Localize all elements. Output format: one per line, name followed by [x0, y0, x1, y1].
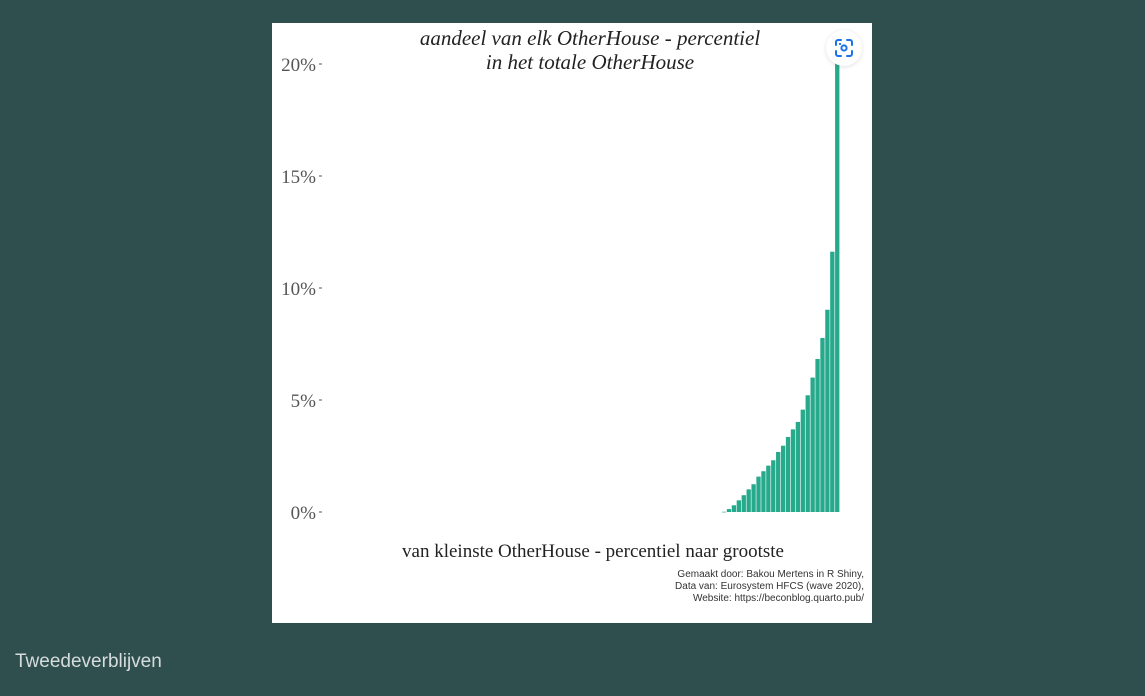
bar-percentile-90	[785, 436, 791, 512]
bar-percentile-94	[805, 395, 810, 512]
lens-button[interactable]	[826, 30, 862, 66]
chart-title-line1: aandeel van elk OtherHouse - percentiel	[420, 26, 761, 50]
bar-percentile-87	[771, 460, 776, 512]
bar-percentile-93	[800, 409, 805, 512]
bar-percentile-82	[746, 489, 751, 512]
bar-percentile-100	[835, 61, 840, 512]
bar-percentile-80	[736, 500, 741, 512]
x-axis-label: van kleinste OtherHouse - percentiel naa…	[402, 541, 784, 562]
bar-percentile-88	[776, 451, 781, 512]
credit-line-2: Data van: Eurosystem HFCS (wave 2020),	[675, 581, 864, 592]
y-tick-label: 5%	[291, 391, 317, 412]
credit-line-1: Gemaakt door: Bakou Mertens in R Shiny,	[677, 569, 864, 580]
bar-percentile-92	[795, 421, 801, 512]
bar-percentile-86	[766, 465, 771, 512]
y-tick-label: 10%	[281, 279, 316, 300]
bar-percentile-85	[761, 471, 766, 512]
y-tick-label: 20%	[281, 55, 316, 76]
credit-line-3: Website: https://beconblog.quarto.pub/	[693, 593, 864, 604]
bar-percentile-83	[751, 484, 756, 512]
lens-scan-icon	[835, 39, 853, 57]
chart-card: aandeel van elk OtherHouse - percentiel …	[272, 23, 872, 623]
bar-percentile-84	[756, 476, 761, 512]
bar-percentile-77	[721, 511, 727, 513]
bar-percentile-81	[741, 495, 746, 512]
bar-percentile-97	[820, 337, 825, 512]
bar-percentile-79	[731, 505, 737, 512]
bar-percentile-78	[726, 509, 732, 512]
bar-percentile-99	[830, 251, 835, 512]
bar-chart: aandeel van elk OtherHouse - percentiel …	[281, 26, 864, 604]
bar-percentile-89	[780, 445, 786, 512]
bar-percentile-96	[815, 359, 820, 512]
bar-percentile-95	[810, 377, 815, 512]
y-tick-label: 0%	[291, 503, 317, 524]
y-tick-label: 15%	[281, 167, 316, 188]
bar-percentile-98	[825, 309, 830, 512]
chart-title-line2: in het totale OtherHouse	[486, 50, 694, 74]
bar-percentile-91	[790, 429, 796, 512]
caption-text: Tweedeverblijven	[15, 651, 162, 672]
